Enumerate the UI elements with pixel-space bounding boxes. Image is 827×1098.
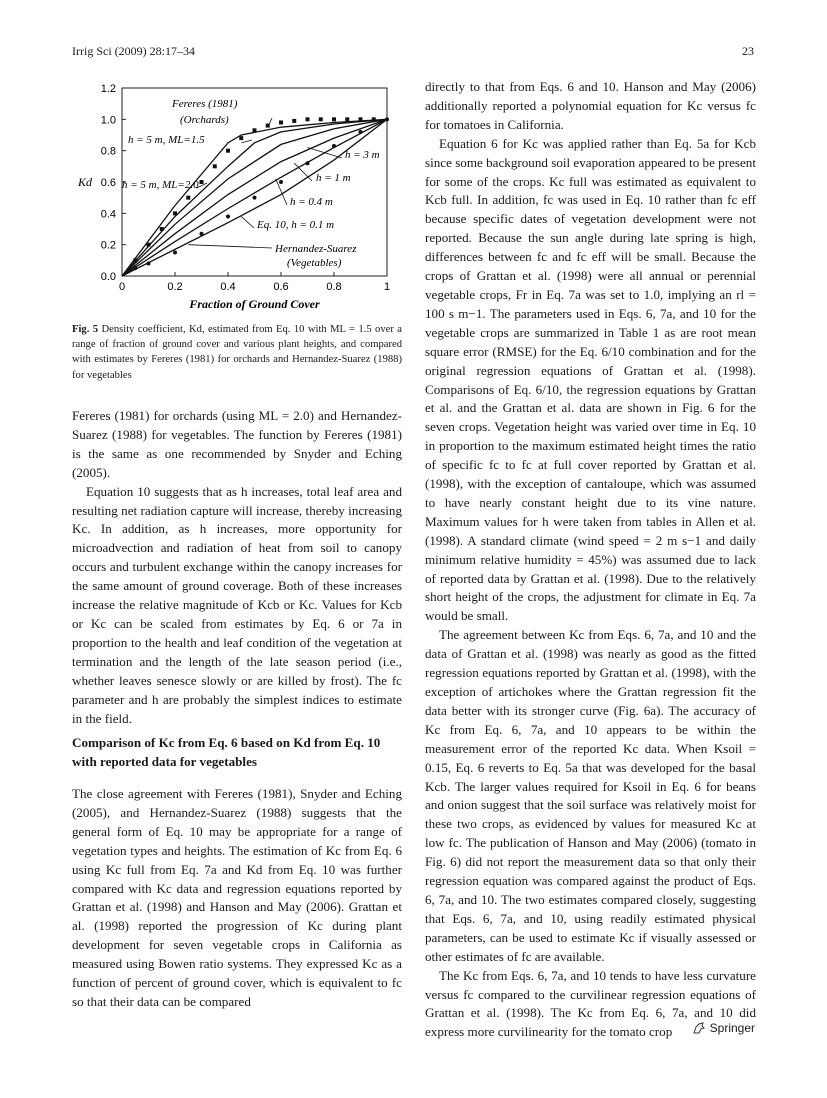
fereres-point	[212, 164, 217, 169]
kd-chart: 0.0 0.2 0.4 0.6 0.8 1.0 1.2 0 0.2 0.4 0.6 0.8 1 Fract…	[77, 83, 390, 311]
series-line	[121, 118, 388, 277]
x-tick-label: 0.4	[220, 281, 235, 293]
chart-annotation: (Vegetables)	[287, 257, 342, 269]
y-tick-label: 0.4	[101, 208, 116, 220]
y-axis-label: Kd	[77, 175, 93, 189]
fereres-point	[358, 117, 363, 122]
x-tick-label: 0.8	[326, 281, 341, 293]
fereres-point	[332, 117, 336, 122]
left-column-lower: The close agreement with Fereres (1981),…	[72, 785, 402, 1012]
caption-label: Fig. 5	[72, 324, 99, 335]
running-header: Irrig Sci (2009) 28:17–34	[72, 44, 195, 58]
y-tick-label: 0.8	[101, 146, 116, 158]
section-heading: Comparison of Kc from Eq. 6 based on Kd …	[72, 735, 381, 769]
hernandez-suarez-point	[358, 129, 363, 134]
x-tick-label: 0	[119, 281, 125, 293]
hernandez-suarez-point	[199, 231, 204, 236]
series-line	[121, 118, 388, 277]
right-paragraph-3: The agreement between Kc from Eqs. 6, 7a…	[425, 627, 756, 964]
hernandez-suarez-point	[279, 180, 283, 184]
right-column: directly to that from Eqs. 6 and 10. Han…	[425, 78, 756, 1042]
figure-5: 0.0 0.2 0.4 0.6 0.8 1.0 1.2 0 0.2 0.4 0.6 0.8 1 Fract…	[72, 74, 412, 314]
fereres-point	[318, 117, 323, 122]
figure-caption: Fig. 5 Density coefficient, Kd, estimate…	[72, 322, 402, 383]
hernandez-suarez-point	[305, 161, 310, 166]
chart-annotation: Fereres (1981)	[171, 98, 238, 110]
springer-horse-icon	[692, 1022, 705, 1034]
y-tick-label: 1.2	[101, 83, 116, 95]
x-tick-label: 0.2	[167, 281, 182, 293]
hernandez-suarez-point	[226, 214, 230, 219]
fereres-point	[226, 148, 230, 153]
left-paragraph-1: Fereres (1981) for orchards (using ML = …	[72, 408, 402, 480]
x-axis-label: Fraction of Ground Cover	[188, 297, 320, 311]
left-paragraph-3: The close agreement with Fereres (1981),…	[72, 786, 402, 1009]
series-line	[121, 118, 388, 277]
fereres-point	[305, 117, 310, 122]
left-column: Fereres (1981) for orchards (using ML = …	[72, 407, 402, 728]
fereres-point	[345, 117, 350, 122]
chart-annotation: (Orchards)	[180, 114, 229, 126]
fereres-point	[186, 195, 191, 200]
chart-annotation: Hernandez-Suarez	[274, 243, 357, 255]
chart-annotation: h = 3 m	[345, 149, 380, 161]
hernandez-suarez-point	[332, 143, 336, 148]
x-tick-label: 0.6	[273, 281, 288, 293]
series-line	[121, 118, 388, 277]
annotation-leader	[267, 117, 273, 128]
right-paragraph-1: directly to that from Eqs. 6 and 10. Han…	[425, 79, 756, 132]
fereres-point	[265, 123, 270, 128]
right-paragraph-2: Equation 6 for Kc was applied rather tha…	[425, 135, 756, 624]
series-line	[121, 118, 388, 277]
publisher-name: Springer	[709, 1021, 755, 1035]
y-tick-label: 0.6	[101, 177, 116, 189]
fereres-point	[371, 117, 376, 122]
annotation-leader	[307, 147, 343, 159]
hernandez-suarez-point	[173, 250, 177, 255]
annotation-leader	[275, 178, 288, 206]
annotation-leader	[240, 216, 255, 229]
publisher-footer: Springer	[692, 1021, 755, 1035]
fereres-point	[159, 227, 164, 231]
fereres-point	[252, 128, 257, 133]
annotation-leader	[241, 139, 253, 144]
annotation-leader	[293, 162, 313, 182]
fereres-point	[146, 242, 151, 247]
hernandez-suarez-point	[146, 261, 151, 266]
caption-text: Density coefficient, Kd, estimated from …	[72, 324, 402, 381]
annotation-leader	[196, 182, 208, 189]
fereres-point	[133, 258, 138, 263]
chart-annotation: h = 1 m	[316, 172, 351, 184]
y-tick-label: 0.0	[101, 271, 116, 283]
hernandez-suarez-point	[133, 266, 138, 271]
right-paragraph-4: The Kc from Eqs. 6, 7a, and 10 tends to …	[425, 967, 756, 1040]
hernandez-suarez-point	[252, 195, 257, 200]
fereres-point	[199, 180, 204, 184]
fereres-point	[173, 211, 177, 216]
page-number: 23	[742, 44, 754, 58]
chart-annotation: h = 5 m, ML=1.5	[128, 134, 205, 146]
hernandez-suarez-point	[385, 117, 389, 122]
annotation-leader	[188, 244, 273, 249]
chart-annotation: Eq. 10, h = 0.1 m	[256, 219, 334, 231]
left-paragraph-2: Equation 10 suggests that as h increases…	[72, 483, 402, 726]
series-line	[121, 118, 388, 277]
y-tick-label: 0.2	[101, 240, 116, 252]
fereres-point	[279, 120, 283, 125]
fereres-point	[292, 118, 297, 123]
fereres-point	[239, 136, 244, 141]
x-tick-label: 1	[384, 281, 390, 293]
y-tick-label: 1.0	[101, 114, 116, 126]
chart-annotation: h = 5 m, ML=2.0	[122, 179, 199, 191]
chart-annotation: h = 0.4 m	[290, 196, 333, 208]
